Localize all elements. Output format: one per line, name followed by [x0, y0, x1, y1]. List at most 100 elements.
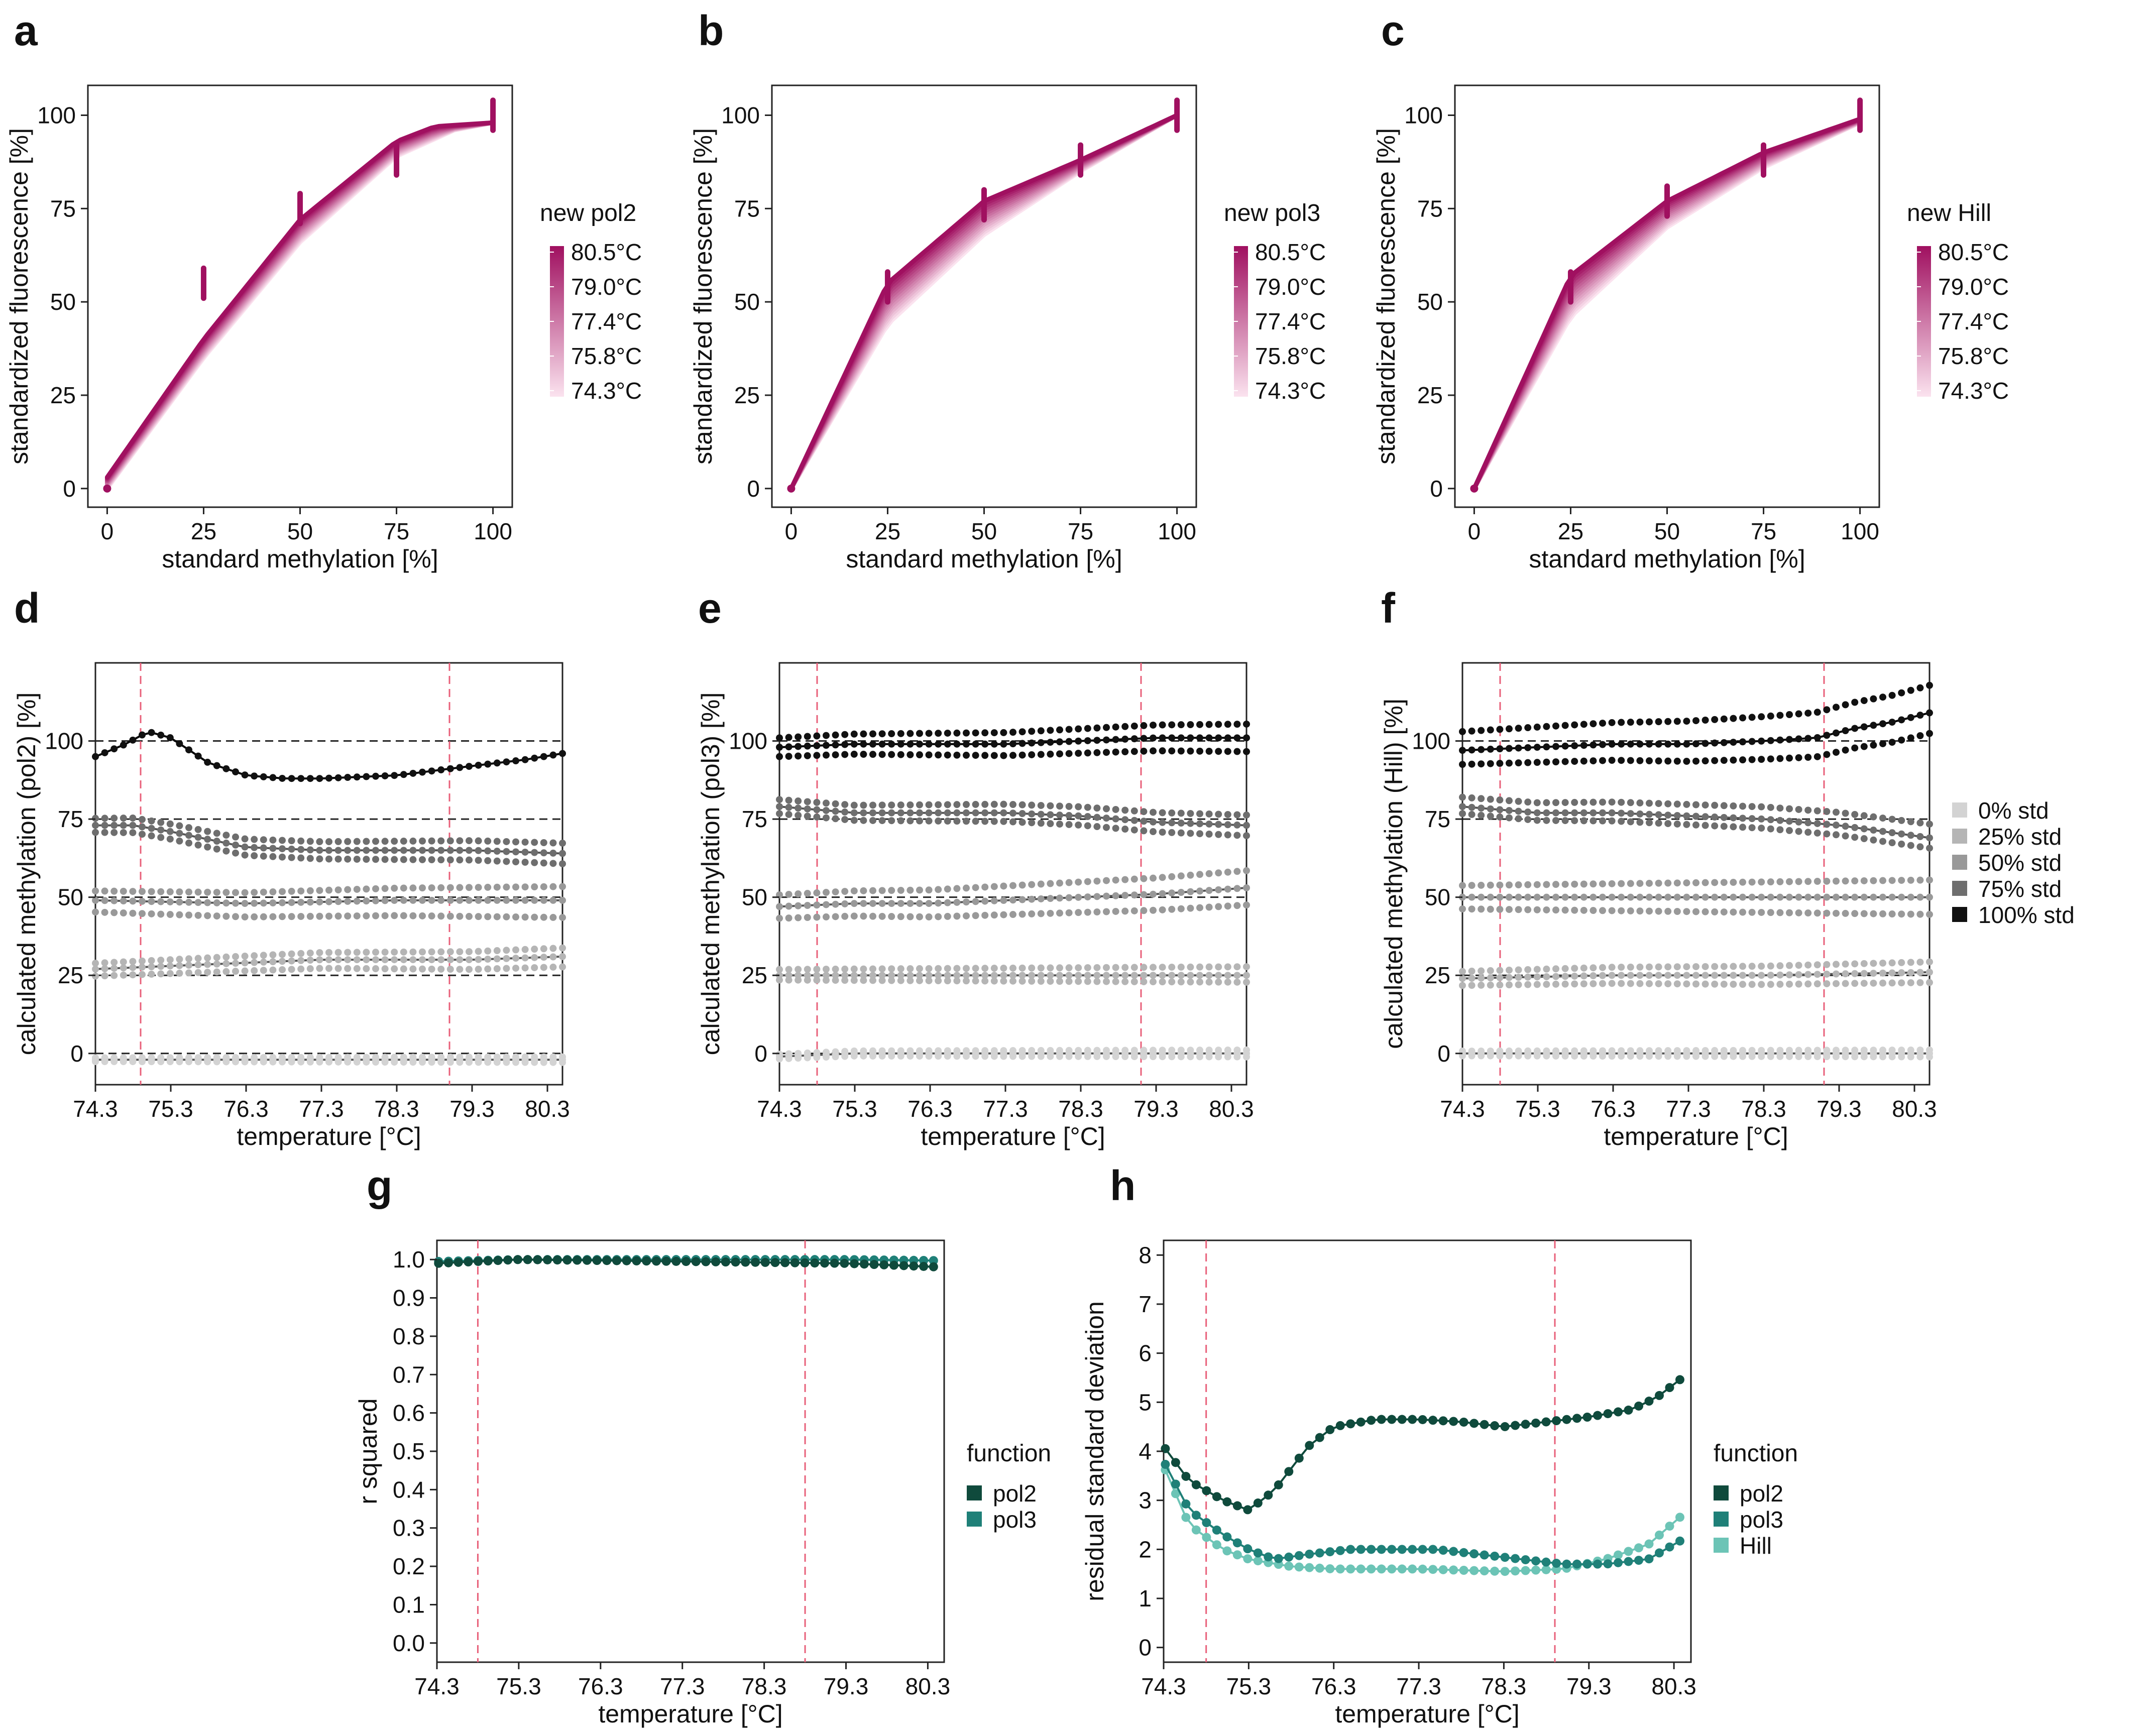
data-point	[1171, 1489, 1180, 1498]
data-point	[540, 859, 547, 867]
data-point	[935, 965, 942, 972]
data-point	[795, 966, 802, 973]
data-point	[1888, 979, 1896, 987]
data-point	[391, 884, 398, 892]
data-point	[1159, 819, 1166, 826]
data-point	[1112, 805, 1119, 813]
data-point	[503, 965, 510, 972]
data-point	[1224, 748, 1231, 755]
data-point	[1561, 758, 1569, 765]
data-point	[929, 1262, 938, 1271]
data-point	[1233, 734, 1241, 742]
data-point	[878, 751, 886, 758]
data-point	[1608, 972, 1616, 979]
data-point	[493, 1053, 501, 1061]
data-point	[1159, 734, 1166, 742]
data-point	[1196, 963, 1203, 971]
data-point	[316, 847, 323, 854]
data-point	[1187, 830, 1194, 837]
data-point	[148, 898, 155, 905]
data-point	[1720, 814, 1728, 821]
data-point	[944, 751, 951, 759]
data-point	[878, 1047, 886, 1055]
data-point	[279, 853, 286, 861]
data-point	[475, 847, 482, 854]
data-point	[1543, 799, 1550, 806]
data-point	[1325, 1547, 1335, 1557]
data-point	[804, 742, 811, 750]
data-point	[1786, 1047, 1793, 1054]
data-point	[1075, 812, 1082, 820]
data-point	[101, 972, 108, 980]
data-point	[166, 1054, 174, 1062]
data-point	[1786, 909, 1793, 916]
data-point	[1150, 721, 1157, 729]
data-point	[419, 896, 426, 904]
data-point	[297, 957, 305, 964]
data-point	[1683, 718, 1690, 725]
data-point	[1823, 808, 1831, 816]
data-point	[1552, 1559, 1561, 1568]
series-25std	[776, 963, 1250, 986]
data-point	[1065, 894, 1073, 901]
data-point	[1624, 1406, 1633, 1415]
data-point	[194, 955, 202, 962]
data-point	[860, 1047, 867, 1055]
data-point	[1646, 980, 1653, 987]
data-point	[297, 912, 305, 920]
data-point	[437, 847, 445, 854]
data-point	[1037, 910, 1045, 917]
data-point	[372, 912, 379, 919]
data-point	[776, 810, 783, 818]
data-point	[823, 1049, 830, 1056]
x-tick-label: 75	[384, 518, 409, 544]
data-point	[251, 959, 258, 966]
data-point	[129, 822, 137, 829]
data-point	[1159, 964, 1166, 971]
data-point	[869, 977, 876, 984]
data-point	[1758, 972, 1765, 979]
data-point	[1646, 963, 1653, 971]
data-point	[1196, 887, 1203, 895]
data-point	[790, 1258, 800, 1267]
data-point	[419, 948, 426, 956]
data-point	[531, 754, 538, 762]
data-point	[1758, 756, 1765, 763]
data-point	[1870, 970, 1877, 977]
data-point	[1150, 747, 1157, 755]
data-point	[148, 832, 155, 840]
data-point	[1888, 839, 1896, 847]
data-point	[916, 965, 923, 972]
data-point	[1000, 1047, 1007, 1055]
data-point	[279, 958, 286, 965]
data-point	[1487, 974, 1494, 982]
data-point	[475, 913, 482, 920]
data-point	[456, 948, 464, 956]
data-point	[1860, 877, 1868, 884]
data-point	[1037, 977, 1045, 985]
data-point	[1842, 960, 1849, 968]
data-point	[1140, 875, 1148, 882]
data-point	[92, 829, 99, 836]
data-point	[1739, 878, 1746, 886]
data-point	[1804, 878, 1812, 885]
data-point	[1253, 1498, 1263, 1508]
data-point	[1524, 808, 1532, 816]
data-point	[1767, 878, 1774, 886]
data-point	[1506, 966, 1513, 974]
data-point	[1767, 893, 1774, 901]
plot-area-g	[436, 1239, 945, 1663]
data-point	[297, 837, 305, 845]
data-point	[1075, 978, 1082, 985]
data-point	[1916, 876, 1924, 884]
data-point	[1593, 1411, 1603, 1420]
data-point	[1795, 818, 1802, 826]
data-point	[372, 897, 379, 904]
data-point	[194, 834, 202, 841]
data-point	[1478, 905, 1485, 913]
data-point	[213, 888, 220, 896]
data-point	[466, 896, 473, 904]
data-point	[1636, 810, 1644, 818]
data-point	[1000, 972, 1007, 979]
data-point	[1870, 836, 1877, 844]
